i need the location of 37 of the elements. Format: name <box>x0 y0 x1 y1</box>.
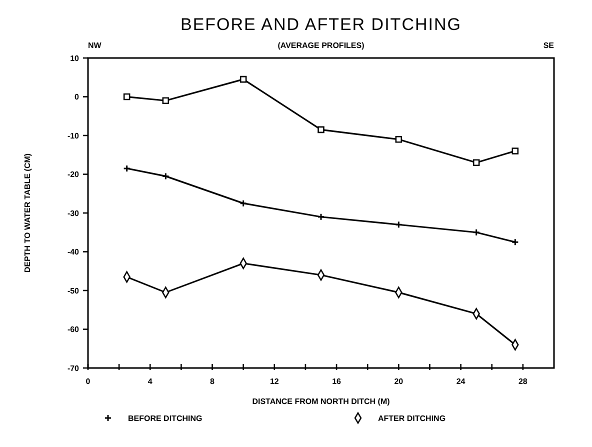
y-tick-label: -10 <box>67 131 80 140</box>
y-tick-label: -50 <box>67 286 80 296</box>
chart-title: BEFORE AND AFTER DITCHING <box>180 15 462 34</box>
y-tick-label: -20 <box>67 170 80 180</box>
x-tick-label: 24 <box>456 377 466 386</box>
point <box>472 159 480 166</box>
x-tick-label: 4 <box>148 377 153 386</box>
point <box>240 76 247 83</box>
x-axis-title: DISTANCE FROM NORTH DITCH (M) <box>252 397 390 406</box>
point <box>472 228 480 236</box>
point <box>240 200 248 208</box>
y-tick-label: -70 <box>67 364 80 373</box>
y-tick-label: -30 <box>67 208 80 218</box>
point <box>394 220 402 228</box>
point <box>512 148 519 154</box>
point <box>162 97 170 104</box>
text: NW <box>88 41 102 50</box>
x-tick-label: 0 <box>86 377 91 386</box>
point <box>318 126 324 134</box>
point <box>123 93 130 100</box>
x-tick-label: 8 <box>210 377 216 386</box>
text: SE <box>543 41 555 50</box>
x-tick-label: 28 <box>518 377 528 386</box>
chart-subtitle: (AVERAGE PROFILES) <box>278 41 365 50</box>
point <box>317 213 325 221</box>
y-tick-label: -60 <box>67 325 80 334</box>
x-tick-label: 16 <box>332 377 342 386</box>
point <box>395 136 402 143</box>
x-tick-label: 12 <box>270 377 280 386</box>
y-tick-label: -40 <box>67 248 80 257</box>
y-axis-title: DEPTH TO WATER TABLE (CM) <box>23 153 32 273</box>
y-tick-label: 0 <box>74 92 80 102</box>
y-tick-label: 10 <box>70 54 80 63</box>
legend-label: AFTER DITCHING <box>378 414 446 423</box>
legend-label: BEFORE DITCHING <box>128 414 202 423</box>
point <box>162 172 170 180</box>
x-tick-label: 20 <box>394 377 404 386</box>
